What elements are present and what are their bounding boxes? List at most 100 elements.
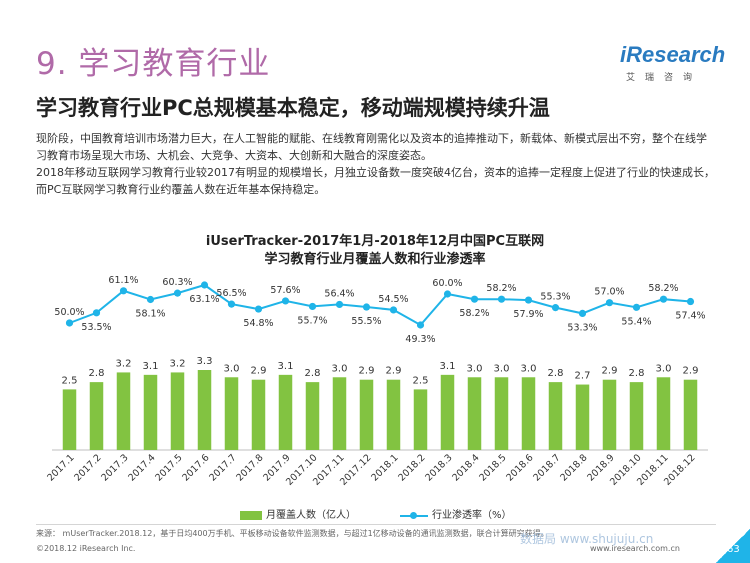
line-point-2017.5 — [173, 289, 182, 297]
line-point-2017.4 — [146, 295, 155, 304]
bar-value-label: 2.9 — [602, 366, 618, 377]
line-value-label: 58.2% — [648, 283, 678, 294]
bar-2018.10 — [629, 382, 644, 450]
bar-value-label: 2.7 — [575, 371, 591, 382]
bar-value-label: 2.8 — [89, 368, 105, 379]
bar-value-label: 2.9 — [251, 366, 267, 377]
line-point-2017.1 — [65, 319, 74, 327]
line-value-label: 53.3% — [567, 322, 597, 333]
intro-paragraph-2: 2018年移动互联网学习教育行业较2017有明显的规模增长，月独立设备数一度突破… — [36, 166, 715, 196]
bar-value-label: 2.8 — [548, 368, 564, 379]
line-point-2018.12 — [686, 297, 695, 306]
line-value-label: 54.5% — [378, 294, 408, 305]
bar-2018.5 — [494, 377, 509, 450]
bar-2018.9 — [602, 379, 617, 450]
x-tick-label: 2017.5 — [153, 452, 184, 483]
bar-value-label: 2.5 — [413, 375, 429, 386]
website-link[interactable]: www.iresearch.com.cn — [590, 544, 680, 553]
line-value-label: 56.5% — [216, 288, 246, 299]
legend-label-line: 行业渗透率（%） — [432, 510, 512, 521]
line-value-label: 55.4% — [621, 316, 651, 327]
line-value-label: 55.7% — [297, 315, 327, 326]
line-value-label: 60.0% — [432, 278, 462, 289]
bar-2017.1 — [62, 389, 77, 450]
line-point-2018.1 — [389, 306, 398, 314]
x-tick-label: 2018.4 — [450, 452, 481, 483]
bar-2018.2 — [413, 389, 428, 450]
legend-bar-swatch — [240, 510, 262, 520]
x-tick-label: 2017.2 — [72, 452, 103, 483]
line-value-label: 56.4% — [324, 288, 354, 299]
bar-value-label: 3.1 — [143, 361, 159, 372]
line-value-label: 57.0% — [594, 287, 624, 298]
bar-2017.7 — [224, 377, 239, 450]
line-value-label: 60.3% — [162, 277, 192, 288]
logo-wordmark: iResearch — [620, 42, 726, 67]
x-tick-label: 2017.4 — [126, 452, 157, 483]
line-value-label: 54.8% — [243, 318, 273, 329]
intro-paragraph-1: 现阶段，中国教育培训市场潜力巨大，在人工智能的赋能、在线教育刚需化以及资本的追捧… — [36, 132, 707, 162]
line-point-2017.7 — [227, 300, 236, 308]
bar-value-label: 2.9 — [683, 366, 699, 377]
line-value-label: 58.1% — [135, 308, 165, 319]
bar-2018.8 — [575, 384, 590, 450]
line-point-2018.3 — [443, 290, 452, 298]
line-point-2018.2 — [416, 321, 425, 329]
line-point-2018.8 — [578, 309, 587, 318]
legend-item-line: 行业渗透率（%） — [400, 506, 512, 521]
x-tick-label: 2018.3 — [423, 452, 454, 483]
bar-2018.7 — [548, 382, 563, 450]
bar-2017.6 — [197, 370, 212, 450]
chart-title-line-2: 学习教育行业月覆盖人数和行业渗透率 — [264, 252, 486, 267]
line-point-2017.6 — [200, 281, 209, 289]
bar-2017.5 — [170, 372, 185, 450]
line-point-2017.3 — [119, 287, 128, 295]
line-value-label: 63.1% — [189, 294, 219, 305]
line-value-label: 53.5% — [81, 322, 111, 333]
bar-2018.3 — [440, 374, 455, 450]
bar-2018.6 — [521, 377, 536, 450]
x-tick-label: 2017.1 — [45, 452, 76, 483]
line-value-label: 55.5% — [351, 316, 381, 327]
bar-2017.3 — [116, 372, 131, 450]
page-number: 63 — [727, 544, 740, 555]
page-corner-decoration — [716, 529, 750, 563]
line-point-2018.7 — [551, 304, 560, 312]
line-point-2017.2 — [92, 309, 101, 317]
bar-2017.12 — [359, 379, 374, 450]
bar-value-label: 3.1 — [440, 361, 456, 372]
bar-value-label: 2.9 — [386, 366, 402, 377]
bar-value-label: 3.2 — [170, 358, 186, 369]
line-value-label: 49.3% — [405, 334, 435, 345]
bar-2018.12 — [683, 379, 698, 450]
line-point-2018.5 — [497, 295, 506, 303]
bar-value-label: 3.0 — [224, 363, 240, 374]
line-value-label: 55.3% — [540, 292, 570, 303]
bar-value-label: 2.5 — [62, 375, 78, 386]
x-tick-label: 2017.3 — [99, 452, 130, 483]
bar-value-label: 2.9 — [359, 366, 375, 377]
logo-subtitle: 艾瑞咨询 — [626, 73, 703, 83]
line-point-2018.9 — [605, 299, 614, 307]
penetration-line — [69, 283, 691, 327]
bar-value-label: 3.0 — [332, 363, 348, 374]
bar-value-label: 3.3 — [197, 356, 213, 367]
bar-2017.8 — [251, 379, 266, 450]
legend-line-swatch — [400, 511, 428, 520]
line-value-label: 50.0% — [54, 307, 84, 318]
line-point-2018.10 — [632, 303, 641, 311]
copyright: ©2018.12 iResearch Inc. — [36, 544, 136, 553]
bar-value-label: 3.0 — [494, 363, 510, 374]
chart-title-line-1: iUserTracker-2017年1月-2018年12月中国PC互联网 — [205, 234, 545, 249]
x-tick-label: 2018.6 — [504, 452, 535, 483]
bar-2017.10 — [305, 382, 320, 450]
watermark: 数据局 www.shujuju.cn — [520, 532, 654, 546]
bar-value-label: 3.2 — [116, 358, 132, 369]
x-tick-label: 2018.8 — [558, 452, 589, 483]
x-tick-label: 2018.7 — [531, 452, 562, 483]
bar-2018.4 — [467, 377, 482, 450]
line-value-label: 61.1% — [108, 275, 138, 286]
line-point-2017.10 — [308, 302, 317, 311]
bar-value-label: 2.8 — [629, 368, 645, 379]
